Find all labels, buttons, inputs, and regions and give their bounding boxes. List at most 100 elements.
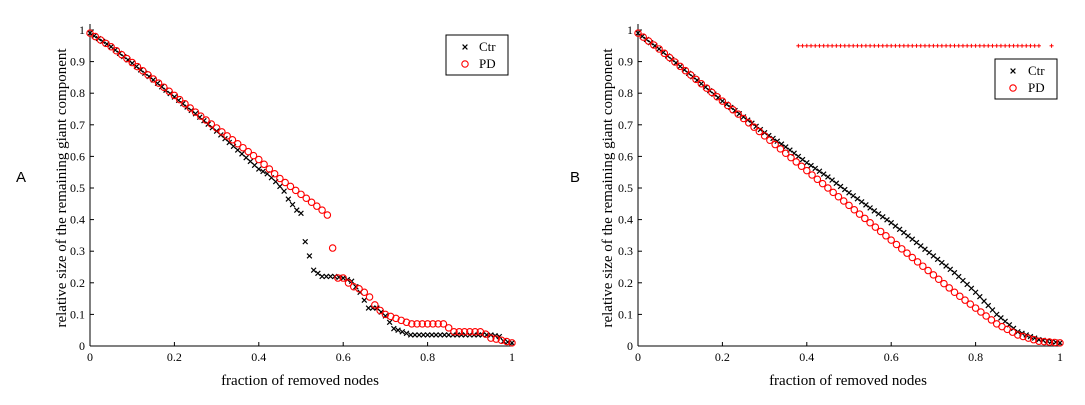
panel-a-pd-point <box>291 186 300 195</box>
panel-b-ctr-point <box>926 249 933 256</box>
panel-a-ctr-point <box>281 188 287 194</box>
panel-b-ctr-point <box>905 233 911 239</box>
panel-a-pd-point <box>107 42 115 51</box>
panel-a-pd-point <box>276 174 284 183</box>
panel-b-significance-markers <box>796 43 1054 48</box>
panel-b-pd-point <box>808 171 816 179</box>
panel-b-ctr-point <box>820 171 827 177</box>
panel-b-ctr-point <box>753 123 759 130</box>
panel-b-pd-point <box>792 158 800 166</box>
significance-marker <box>969 43 974 48</box>
panel-a-ticks: 0 0.2 0.4 0.6 0.8 1 0 0.1 0.2 0.3 0.4 0.5 0.6 0.7 0.8 0… <box>70 23 515 364</box>
significance-marker <box>838 43 843 48</box>
panel-a-pd-point <box>197 112 205 120</box>
panel-a-y-tick-label: 1 <box>79 23 85 37</box>
panel-a-pd-point <box>429 320 437 328</box>
panel-b-ctr-point <box>951 269 958 276</box>
panel-b-ctr-point <box>989 307 996 313</box>
panel-b-x-tick-label: 0.2 <box>715 350 730 364</box>
panel-a-pd-point <box>339 274 347 282</box>
panel-b-ctr-point <box>939 259 945 266</box>
panel-a-label: A <box>16 169 26 186</box>
significance-marker <box>809 43 814 48</box>
panel-b-y-tick-label: 0.8 <box>618 86 633 100</box>
panel-b-y-tick-label: 0.5 <box>618 181 633 195</box>
panel-b-pd-point <box>850 205 859 214</box>
panel-b-pd-point <box>987 316 996 324</box>
panel-a-pd-point <box>371 301 379 309</box>
panel-a-legend-box <box>445 34 509 76</box>
panel-a-legend-pd-label: PD <box>479 56 496 71</box>
significance-marker <box>868 43 873 48</box>
panel-b-y-tick-label: 1 <box>627 23 633 37</box>
panel-b-pd-point <box>676 62 684 71</box>
panel-b-pd-point <box>934 275 943 283</box>
panel-b-legend-box <box>994 58 1058 100</box>
significance-marker <box>893 43 898 48</box>
panel-a-pd-point <box>165 87 173 96</box>
panel-b-pd-point <box>708 88 716 97</box>
significance-marker <box>847 43 851 48</box>
panel-b-ctr-point <box>955 273 962 280</box>
panel-b-x-tick-label: 0.8 <box>968 350 983 364</box>
panel-b-pd-point <box>1019 332 1027 341</box>
significance-marker <box>931 43 936 48</box>
panel-a-ctr-point <box>416 332 422 338</box>
panel-a-pd-point <box>170 91 179 100</box>
panel-a-pd-point <box>318 206 326 214</box>
panel-a-ctr-point <box>496 333 503 340</box>
significance-marker <box>851 43 856 48</box>
panel-b-pd-point <box>697 79 706 88</box>
panel-a-legend-ctr-label: Ctr <box>479 39 496 54</box>
panel-b-y-tick-label: 0.3 <box>618 244 633 258</box>
panel-b-legend-pd-label: PD <box>1028 80 1045 95</box>
panel-a-pd-point <box>365 293 374 301</box>
panel-b-pd-point <box>776 145 785 153</box>
panel-a-ctr-point <box>302 238 309 245</box>
panel-b-pd-point <box>824 184 832 192</box>
panel-a-pd-point <box>434 320 442 328</box>
panel-b-ctr-point <box>888 219 895 226</box>
panel-a-ctr-point <box>310 267 317 273</box>
panel-b-pd-point <box>686 71 695 79</box>
significance-marker <box>952 43 957 48</box>
panel-b-pd-point <box>729 106 737 114</box>
panel-a-pd-point <box>133 62 142 71</box>
panel-b-pd-point <box>897 245 906 253</box>
panel-a-x-tick-label: 1 <box>509 350 515 364</box>
panel-b-ctr-point <box>808 162 814 169</box>
panel-a-pd-point <box>191 108 200 116</box>
significance-marker <box>973 43 978 48</box>
panel-a-x-axis-label: fraction of removed nodes <box>221 373 379 389</box>
panel-b-ctr-point <box>867 205 873 211</box>
panel-a-ctr-point <box>251 162 258 169</box>
panel-a-pd-point <box>244 147 253 156</box>
significance-marker <box>960 43 965 48</box>
panel-b-pd-point <box>839 197 848 205</box>
panel-b-ctr-point <box>803 159 810 166</box>
panel-b-pd-point <box>1045 338 1054 346</box>
significance-marker <box>977 43 982 48</box>
panel-a-pd-point <box>444 324 453 332</box>
panel-a-ctr-point <box>243 154 249 161</box>
panel-a-pd-point <box>228 136 237 144</box>
panel-a-pd-point <box>286 182 295 191</box>
panel-b-y-axis-label: relative size of the remaining giant com… <box>600 48 616 328</box>
panel-b-ctr-point <box>816 168 823 175</box>
panel-b-ticks: 0 0.2 0.4 0.6 0.8 1 0 0.1 0.2 0.3 0.4 0.5 0.6 0.7 0.8 0… <box>618 23 1063 364</box>
panel-a-ctr-point <box>277 183 283 190</box>
significance-marker <box>901 43 906 48</box>
panel-a-pd-point <box>96 36 105 44</box>
panel-b-pd-point <box>876 227 885 236</box>
panel-a-pd-point <box>471 328 479 336</box>
panel-b-ctr-point <box>892 223 899 229</box>
panel-b-legend-pd-marker <box>1009 84 1017 92</box>
panel-a-pd-point <box>255 155 263 164</box>
panel-a-y-tick-label: 0.8 <box>70 86 85 100</box>
panel-b-pd-point <box>718 97 727 105</box>
panel-a-pd-point <box>481 330 490 338</box>
panel-a-ctr-point <box>293 207 300 213</box>
panel-a-legend: Ctr PD <box>445 34 509 76</box>
panel-a-pd-point <box>307 198 316 206</box>
panel-a-ctr-point <box>315 270 321 277</box>
